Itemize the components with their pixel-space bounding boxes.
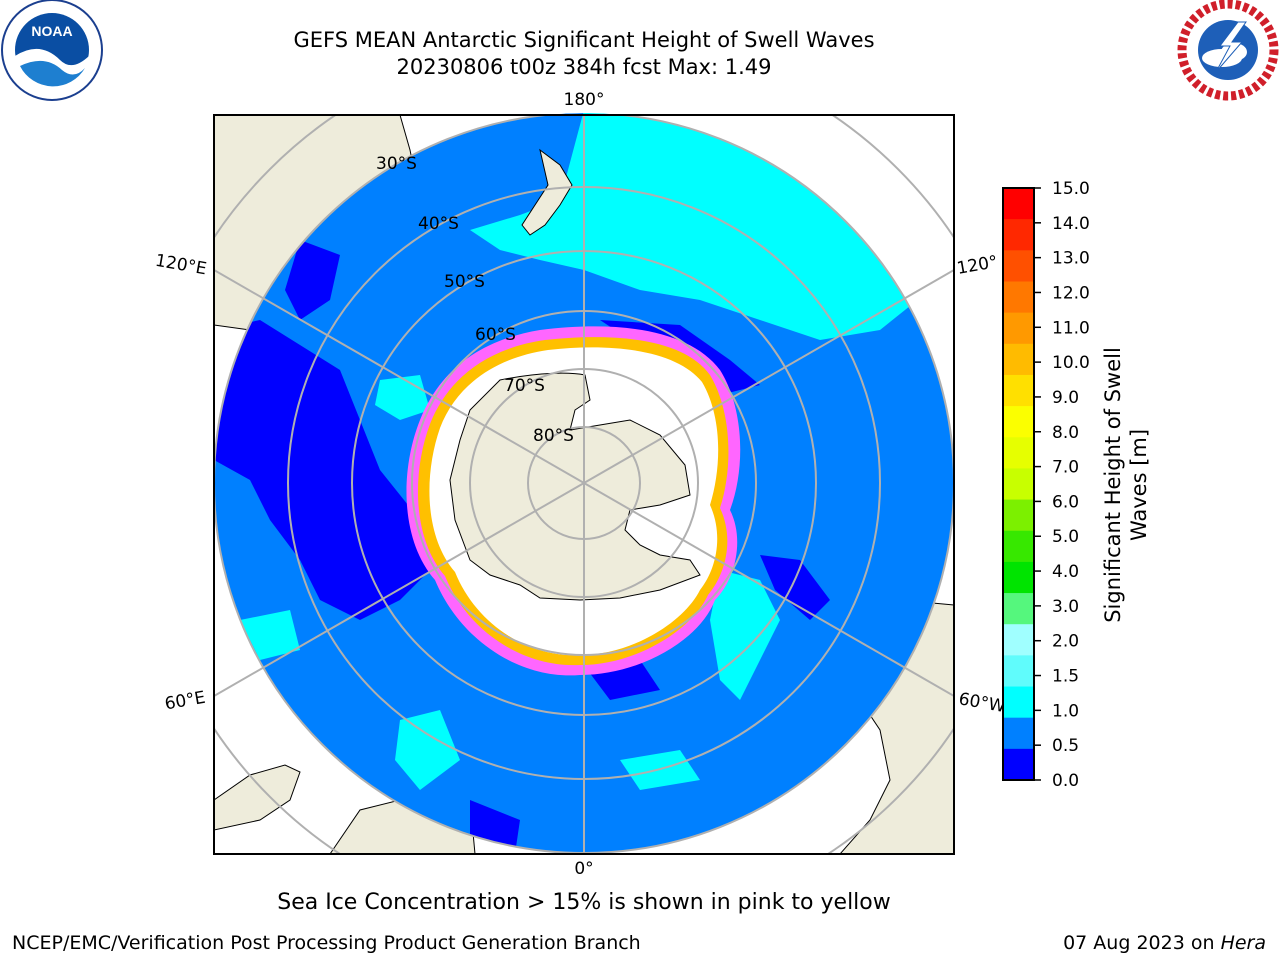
- colorbar-band: [1003, 219, 1034, 251]
- colorbar-ticks: 15.0 14.0 13.0 12.0 11.0 10.0 9.0 8.0 7.0 6.0 5.0 4…: [1034, 179, 1090, 791]
- swell-0-0.5m-region: [285, 240, 340, 320]
- lat-label-60s: 60°S: [475, 325, 516, 345]
- colorbar-tick-label: 10.0: [1052, 353, 1090, 373]
- colorbar: [1003, 188, 1034, 781]
- colorbar-band: [1003, 530, 1034, 563]
- chart-subtitle: 20230806 t00z 384h fcst Max: 1.49: [396, 55, 772, 79]
- noaa-logo-icon: NOAA: [1, 0, 103, 101]
- colorbar-band: [1003, 343, 1034, 376]
- sea-ice-note: Sea Ice Concentration > 15% is shown in …: [277, 890, 891, 915]
- colorbar-band: [1003, 686, 1034, 719]
- swell-1-1.5m-region: [710, 570, 780, 700]
- colorbar-band: [1003, 717, 1034, 750]
- lat-label-80s: 80°S: [533, 426, 574, 446]
- colorbar-tick-label: 0.0: [1052, 771, 1079, 791]
- colorbar-frame: [1002, 187, 1035, 781]
- colorbar-label-line2: Waves [m]: [1127, 429, 1151, 541]
- colorbar-tick-label: 3.0: [1052, 597, 1079, 617]
- colorbar-tick-label: 7.0: [1052, 458, 1079, 478]
- date-stamp: 07 Aug 2023 on Hera: [1063, 932, 1266, 954]
- plot-frame: [213, 114, 955, 855]
- lat-label-30s: 30°S: [376, 154, 417, 174]
- lon-label-120w: 120°: [955, 252, 999, 279]
- swell-0-0.5m-region: [214, 320, 440, 620]
- lon-label-60e: 60°E: [163, 688, 207, 715]
- colorbar-tick-label: 1.0: [1052, 701, 1079, 721]
- colorbar-tick-label: 6.0: [1052, 492, 1079, 512]
- colorbar-label: Significant Height of Swell Waves [m]: [1101, 347, 1151, 623]
- colorbar-band: [1003, 374, 1034, 407]
- credit-text: NCEP/EMC/Verification Post Processing Pr…: [12, 932, 641, 954]
- colorbar-band: [1003, 655, 1034, 688]
- colorbar-tick-label: 0.5: [1052, 736, 1079, 756]
- colorbar-band: [1003, 437, 1034, 469]
- swell-1-1.5m-region: [240, 610, 300, 660]
- swell-1-1.5m-region: [395, 710, 460, 790]
- colorbar-tick-label: 1.5: [1052, 667, 1079, 687]
- colorbar-band: [1003, 468, 1034, 501]
- new-zealand-land: [521, 148, 573, 236]
- lat-label-40s: 40°S: [418, 214, 459, 234]
- madagascar-land: [214, 764, 301, 831]
- colorbar-band: [1003, 624, 1034, 656]
- date-text: 07 Aug 2023 on: [1063, 932, 1221, 954]
- noaa-logo-text: NOAA: [31, 23, 72, 39]
- colorbar-band: [1003, 561, 1034, 594]
- colorbar-tick-label: 4.0: [1052, 562, 1079, 582]
- colorbar-band: [1003, 748, 1034, 781]
- colorbar-tick-label: 9.0: [1052, 388, 1079, 408]
- colorbar-tick-label: 13.0: [1052, 249, 1090, 269]
- nws-logo-icon: [1177, 0, 1279, 101]
- colorbar-tick-label: 14.0: [1052, 214, 1090, 234]
- colorbar-band: [1003, 188, 1034, 220]
- lon-label-120e: 120°E: [154, 251, 208, 280]
- colorbar-tick-label: 8.0: [1052, 423, 1079, 443]
- lat-label-70s: 70°S: [504, 376, 545, 396]
- colorbar-band: [1003, 312, 1034, 345]
- colorbar-tick-label: 11.0: [1052, 318, 1090, 338]
- lon-label-60w: 60°W: [957, 689, 1007, 717]
- colorbar-band: [1003, 499, 1034, 532]
- latitude-labels: 30°S 40°S 50°S 60°S 70°S 80°S: [376, 154, 574, 446]
- swell-0-0.5m-region: [760, 555, 830, 620]
- colorbar-band: [1003, 406, 1034, 438]
- lon-label-0: 0°: [574, 859, 593, 879]
- colorbar-tick-label: 12.0: [1052, 283, 1090, 303]
- longitude-gridlines: [214, 115, 954, 854]
- lat-label-50s: 50°S: [444, 272, 485, 292]
- lon-label-180: 180°: [564, 90, 605, 110]
- colorbar-band: [1003, 593, 1034, 625]
- chart-title: GEFS MEAN Antarctic Significant Height o…: [293, 28, 875, 52]
- colorbar-band: [1003, 281, 1034, 314]
- colorbar-label-line1: Significant Height of Swell: [1101, 347, 1125, 623]
- colorbar-tick-label: 15.0: [1052, 179, 1090, 199]
- colorbar-tick-label: 2.0: [1052, 632, 1079, 652]
- colorbar-band: [1003, 250, 1034, 282]
- colorbar-tick-label: 5.0: [1052, 527, 1079, 547]
- machine-name: Hera: [1220, 932, 1266, 954]
